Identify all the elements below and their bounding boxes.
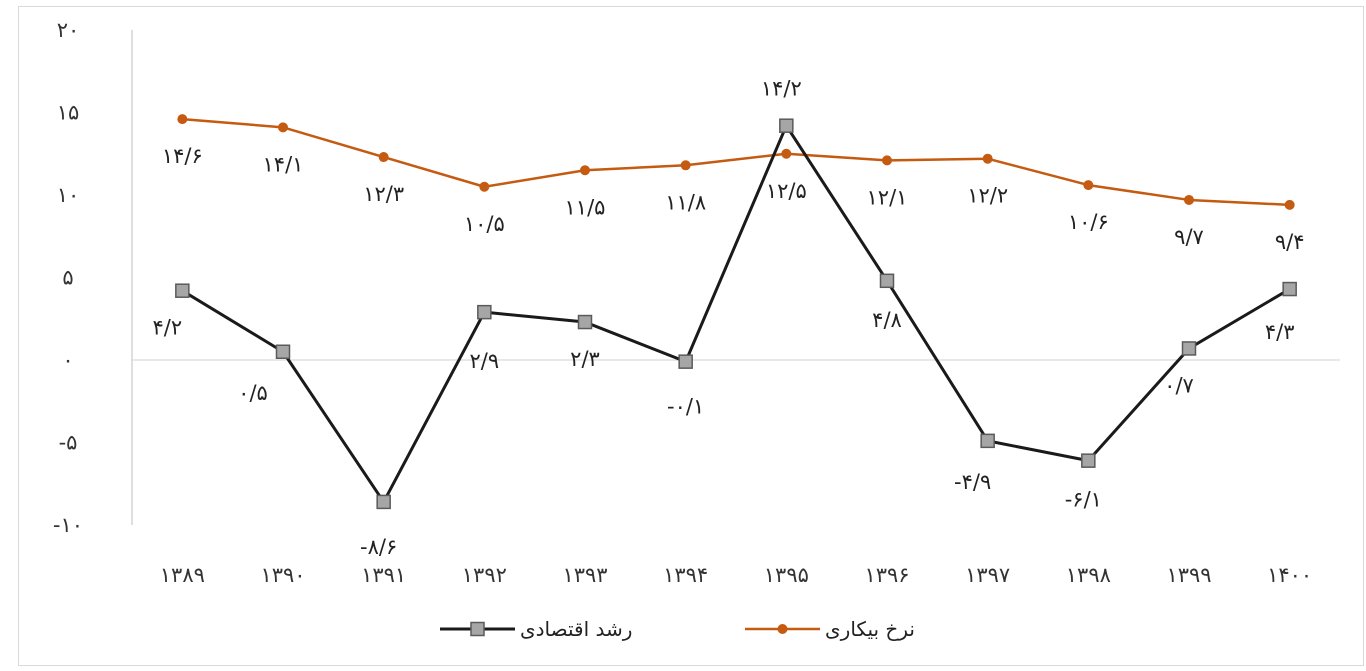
growth-point xyxy=(779,118,794,133)
unemployment-point xyxy=(882,155,892,166)
x-tick-label: ۱۳۹۳ xyxy=(562,563,607,587)
series-layer xyxy=(175,114,1297,510)
x-tick-label: ۱۳۹۱ xyxy=(361,563,406,587)
unemployment-point xyxy=(1184,194,1194,205)
x-tick-label: ۱۳۹۶ xyxy=(864,563,909,587)
y-tick-label: ۱۵ xyxy=(57,101,80,125)
growth-data-label: ۰/۵ xyxy=(238,381,268,405)
unemployment-data-label: ۱۰/۶ xyxy=(1068,210,1109,234)
unemployment-data-label: ۱۲/۱ xyxy=(867,185,908,209)
unemployment-point xyxy=(278,122,288,133)
growth-point xyxy=(477,304,492,320)
unemployment-point xyxy=(378,152,389,163)
x-tick-label: ۱۳۹۲ xyxy=(462,563,507,587)
unemployment-data-label: ۱۴/۶ xyxy=(162,144,203,168)
growth-point xyxy=(175,283,190,298)
x-tick-label: ۱۳۹۷ xyxy=(965,563,1010,587)
growth-point xyxy=(577,314,593,330)
growth-data-label: ۲/۹ xyxy=(470,349,500,373)
growth-data-label: -۴/۹ xyxy=(954,470,991,494)
unemployment-point xyxy=(479,181,490,192)
growth-point xyxy=(1081,453,1096,468)
unemployment-point xyxy=(982,153,993,164)
unemployment-point xyxy=(1083,180,1094,191)
unemployment-data-label: ۱۲/۲ xyxy=(967,184,1008,208)
growth-data-label: -۶/۱ xyxy=(1065,488,1102,512)
data-labels: ۱۴/۶ ۱۴/۱ ۱۲/۳ ۱۰/۵ ۱۱/۵ ۱۱/۸ ۱۲/۵ ۱۲/۱ ۱۲/۲ ۱۰/۶… xyxy=(153,77,1305,559)
unemployment-point xyxy=(177,114,188,125)
unemployment-data-label: ۹/۴ xyxy=(1275,230,1305,254)
x-tick-label: ۱۳۸۹ xyxy=(160,563,205,587)
x-tick-label: ۱۳۹۸ xyxy=(1066,563,1111,587)
y-tick-label: ۰ xyxy=(62,348,73,372)
unemployment-data-label: ۱۲/۳ xyxy=(363,182,404,206)
growth-line xyxy=(181,124,1291,504)
x-tick-label: ۱۳۹۵ xyxy=(764,563,809,587)
growth-data-label: ۴/۸ xyxy=(872,308,902,332)
unemployment-point xyxy=(781,148,792,159)
growth-data-label: -۰/۱ xyxy=(667,395,704,419)
axes: ۲۰ ۱۵ ۱۰ ۵ ۰ -۵ -۱۰ ۱۳۸۹ ۱۳۹۰ ۱۳۹۱ ۱۳۹۲ ۱۳۹۳ ۱۳۹۴ ۱۳۹… xyxy=(53,18,1340,587)
x-tick-label: ۱۳۹۹ xyxy=(1166,563,1211,587)
y-tick-label: ۵ xyxy=(62,266,73,290)
growth-data-label: ۴/۲ xyxy=(153,316,183,340)
growth-point xyxy=(678,354,693,369)
growth-point xyxy=(879,273,895,289)
legend-growth-marker xyxy=(470,621,485,637)
unemployment-point xyxy=(680,160,691,171)
unemployment-data-label: ۱۱/۵ xyxy=(565,195,606,219)
growth-data-label: ۱۴/۲ xyxy=(761,77,802,101)
unemployment-line xyxy=(182,117,1290,207)
legend-unemployment-label: نرخ بیکاری xyxy=(825,617,915,641)
unemployment-data-label: ۹/۷ xyxy=(1174,225,1204,249)
x-tick-label: ۱۳۹۰ xyxy=(260,563,305,587)
growth-point xyxy=(1181,341,1197,356)
unemployment-data-label: ۱۲/۵ xyxy=(766,179,807,203)
y-tick-label: -۱۰ xyxy=(53,513,83,537)
legend-unemployment-marker xyxy=(777,624,788,634)
growth-point xyxy=(275,344,291,359)
x-tick-label: ۱۳۹۴ xyxy=(663,563,708,587)
legend-growth-label: رشد اقتصادی xyxy=(520,617,632,641)
x-tick-label: ۱۴۰۰ xyxy=(1267,563,1312,587)
unemployment-point xyxy=(580,165,590,176)
chart-frame xyxy=(18,6,1364,666)
growth-point xyxy=(980,433,995,449)
growth-point xyxy=(376,494,391,510)
growth-point xyxy=(1282,281,1297,297)
unemployment-data-label: ۱۰/۵ xyxy=(464,212,505,236)
y-tick-label: ۲۰ xyxy=(57,18,80,42)
growth-data-label: -۸/۶ xyxy=(360,535,397,559)
growth-data-label: ۲/۳ xyxy=(570,347,600,371)
legend: رشد اقتصادی نرخ بیکاری xyxy=(440,617,915,641)
y-tick-label: -۵ xyxy=(59,431,78,455)
y-tick-label: ۱۰ xyxy=(57,183,80,207)
growth-data-label: ۴/۳ xyxy=(1265,320,1295,344)
unemployment-point xyxy=(1284,199,1295,210)
unemployment-data-label: ۱۴/۱ xyxy=(263,152,304,176)
growth-data-label: ۰/۷ xyxy=(1164,373,1194,397)
unemployment-data-label: ۱۱/۸ xyxy=(665,190,706,214)
